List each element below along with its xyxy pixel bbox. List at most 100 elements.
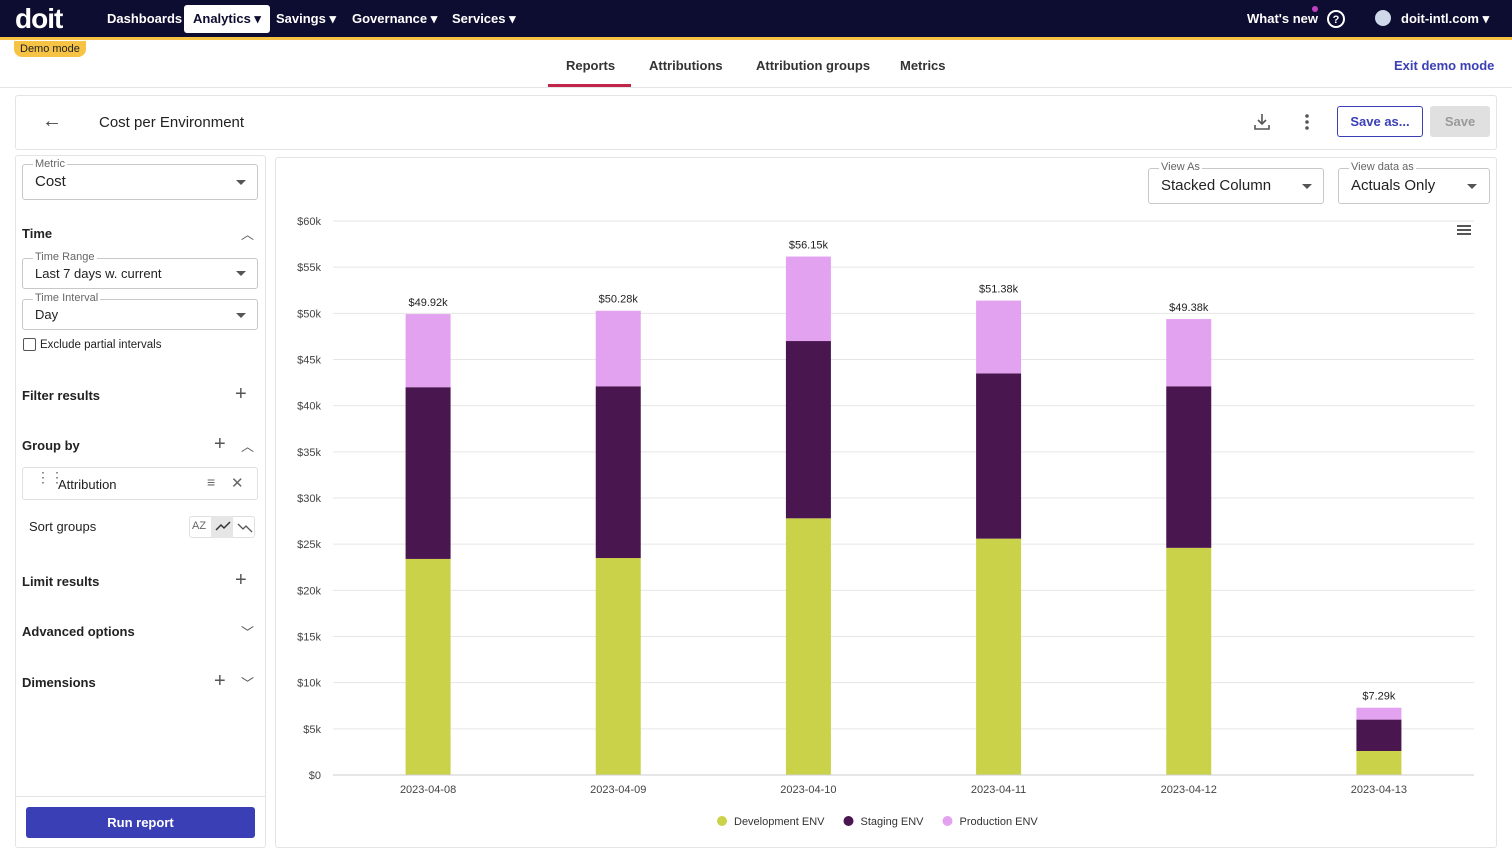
bar-segment (976, 300, 1022, 374)
dropdown-caret (236, 271, 246, 276)
field-label: Time Interval (33, 292, 101, 304)
section-title[interactable]: Time (22, 226, 53, 241)
logo[interactable]: doit (15, 3, 63, 34)
add-icon[interactable]: + (235, 569, 247, 591)
view-as-select[interactable] (1148, 168, 1324, 204)
y-tick-label: $20k (297, 585, 321, 597)
bar-segment (785, 518, 831, 775)
tab[interactable]: Reports (566, 58, 616, 73)
x-tick-label: 2023-04-10 (780, 784, 836, 796)
tab[interactable]: Attributions (649, 58, 723, 73)
demo-badge: Demo mode (14, 41, 86, 57)
bar-segment (405, 387, 451, 559)
y-tick-label: $5k (303, 724, 321, 736)
legend-label: Development ENV (734, 816, 825, 828)
section-title[interactable]: Group by (22, 438, 80, 453)
tab-divider (0, 87, 1512, 88)
total-label: $49.92k (409, 297, 449, 309)
account[interactable]: doit-intl.com ▾ (1401, 11, 1490, 26)
chart: $0 $5k $10k $15k $20k $25k $30k $35k $40k $45k $50… (297, 216, 1474, 828)
add-icon[interactable]: + (235, 383, 247, 405)
section-title[interactable]: Filter results (22, 388, 101, 403)
bar-segment (595, 310, 641, 387)
metric-select[interactable] (22, 164, 258, 200)
help-icon[interactable]: ? (1326, 8, 1348, 30)
legend-swatch (843, 816, 854, 826)
chart-menu[interactable] (1457, 225, 1471, 235)
divider (15, 796, 266, 797)
bar-segment (1166, 547, 1212, 775)
add-icon[interactable]: + (214, 670, 226, 692)
time-range-select[interactable] (22, 258, 258, 289)
sort-alpha[interactable]: AZ (192, 520, 207, 532)
collapse-icon[interactable]: ︿ (241, 439, 255, 454)
download-icon[interactable] (1252, 112, 1272, 132)
collapse-icon[interactable]: ︿ (241, 227, 255, 242)
bar-segment (405, 558, 451, 775)
dropdown-caret (1467, 184, 1477, 189)
bar-segment (1166, 319, 1212, 387)
nav-item[interactable]: Services ▾ (452, 11, 516, 26)
tab[interactable]: Attribution groups (756, 58, 871, 73)
y-tick-label: $60k (297, 216, 321, 228)
dropdown-caret (1302, 184, 1312, 189)
remove-icon[interactable]: ✕ (231, 475, 244, 492)
nav-item[interactable]: Savings ▾ (276, 11, 336, 26)
y-tick-label: $40k (297, 401, 321, 413)
save-as-button[interactable]: Save as... (1337, 106, 1423, 137)
y-tick-label: $10k (297, 678, 321, 690)
chart-panel (275, 157, 1497, 848)
nav-item[interactable]: Dashboards (107, 11, 183, 26)
exit-demo[interactable]: Exit demo mode (1394, 58, 1495, 73)
nav-item[interactable]: Governance ▾ (352, 11, 438, 26)
section-title[interactable]: Limit results (22, 574, 100, 589)
checkbox-label: Exclude partial intervals (40, 339, 162, 351)
bar-segment (1356, 750, 1402, 775)
nav-label: Governance (352, 11, 428, 26)
more-icon[interactable] (1300, 112, 1314, 132)
nav-label: Savings (276, 11, 326, 26)
bar-segment (1356, 719, 1402, 751)
group-label: Attribution (58, 477, 117, 492)
expand-icon[interactable]: ﹀ (241, 625, 255, 640)
header-card (15, 95, 1497, 150)
expand-icon[interactable]: ﹀ (241, 676, 255, 691)
bar-segment (976, 538, 1022, 775)
bar-segment (595, 386, 641, 559)
total-label: $50.28k (599, 294, 639, 306)
back-button[interactable]: ← (42, 110, 62, 132)
dropdown-caret (236, 313, 246, 318)
tab[interactable]: Metrics (900, 58, 946, 73)
nav-label: Services (452, 11, 506, 26)
field-label: Metric (33, 158, 67, 170)
whats-new[interactable]: What's new (1247, 11, 1318, 26)
y-tick-label: $0 (309, 770, 321, 782)
sort-label: Sort groups (29, 519, 97, 534)
section-title[interactable]: Advanced options (22, 624, 135, 639)
field-value: Cost (35, 173, 66, 190)
x-tick-label: 2023-04-13 (1351, 784, 1407, 796)
bar-segment (1356, 707, 1402, 720)
filter-icon[interactable]: ≡ (207, 474, 216, 490)
dropdown-caret (236, 180, 246, 185)
bar-segment (976, 373, 1022, 539)
field-label: View As (1159, 161, 1202, 173)
field-value: Actuals Only (1351, 177, 1436, 194)
y-tick-label: $15k (297, 632, 321, 644)
avatar[interactable] (1375, 10, 1391, 26)
bar-segment (785, 341, 831, 519)
time-interval-select[interactable] (22, 299, 258, 330)
y-tick-label: $35k (297, 447, 321, 459)
run-button[interactable]: Run report (26, 807, 255, 838)
total-label: $7.29k (1362, 691, 1396, 703)
add-icon[interactable]: + (214, 433, 226, 455)
bar-segment (595, 558, 641, 775)
nav-item[interactable]: Analytics ▾ (184, 5, 270, 33)
group-chip[interactable] (22, 467, 258, 500)
section-title[interactable]: Dimensions (22, 675, 96, 690)
field-value: Stacked Column (1161, 177, 1272, 194)
drag-handle[interactable]: ⋮⋮ (36, 469, 64, 485)
nav-label: Analytics (193, 11, 251, 26)
save-button[interactable]: Save (1430, 106, 1490, 137)
checkbox[interactable] (23, 338, 36, 351)
